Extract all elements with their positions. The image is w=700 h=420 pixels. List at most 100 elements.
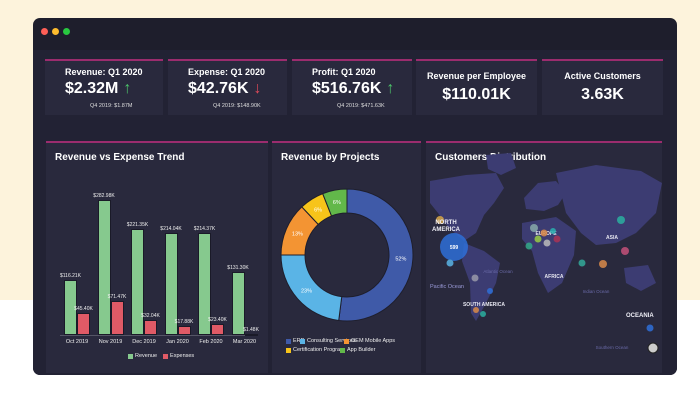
x-axis xyxy=(60,335,258,336)
slice-label: 6% xyxy=(333,200,341,206)
customers-map: Customers Distribution EUROPE ASIA AFRIC… xyxy=(426,141,662,373)
world-map[interactable]: EUROPE ASIA AFRICA SOUTH AMERICA Atlanti… xyxy=(426,143,662,375)
info-icon[interactable] xyxy=(647,342,659,354)
x-tick-label: Dec 2019 xyxy=(132,339,156,345)
legend-label: Expenses xyxy=(170,353,195,359)
revenue-expense-chart: Revenue vs Expense Trend $116.21K $45.40K… xyxy=(46,141,268,373)
trend-up-icon: ↑ xyxy=(123,80,132,97)
legend-item[interactable]: ERP xyxy=(286,338,304,344)
window-control-1[interactable] xyxy=(52,28,59,35)
kpi-title: Revenue per Employee xyxy=(426,71,527,81)
bar-expenses[interactable] xyxy=(77,313,90,335)
bubble-count: 599 xyxy=(450,245,459,251)
bar-expenses[interactable] xyxy=(110,300,124,335)
kpi-card: Profit: Q1 2020 $516.76K ↑ Q4 2019: $471.… xyxy=(292,59,412,115)
kpi-value: 3.63K xyxy=(581,86,624,103)
legend[interactable]: Revenue Expenses xyxy=(128,353,198,359)
data-label: $116.21K xyxy=(59,272,82,279)
kpi-title: Expense: Q1 2020 xyxy=(188,67,266,77)
kpi-card: Active Customers 3.63K xyxy=(542,59,663,115)
region-label: AFRICA xyxy=(545,274,564,280)
data-label: $131.30K xyxy=(227,265,249,272)
ocean-label: Southern Ocean xyxy=(596,345,629,350)
region-label: ASIA xyxy=(606,235,618,241)
data-label: $214.37K xyxy=(193,225,216,232)
slice-label: 52% xyxy=(395,256,406,262)
kpi-comparison: Q4 2019: $148.90K xyxy=(213,103,261,109)
x-tick-label: Oct 2019 xyxy=(65,339,89,345)
revenue-projects-chart: Revenue by Projects 52% 23% 13% 6% 6% ERP Con… xyxy=(272,141,421,373)
data-label: $17.88K xyxy=(174,319,194,326)
bar-revenue[interactable] xyxy=(164,232,178,335)
window-control-0[interactable] xyxy=(41,28,48,35)
slice-label: 13% xyxy=(292,232,303,238)
legend-swatch[interactable] xyxy=(286,338,291,344)
window-control-2[interactable] xyxy=(63,28,70,35)
bar-revenue[interactable] xyxy=(64,279,77,335)
ocean-label: Pacific Ocean xyxy=(430,284,464,290)
data-label: $214.04K xyxy=(160,225,182,232)
kpi-title: Revenue: Q1 2020 xyxy=(65,67,143,77)
region-label: NORTH AMERICA xyxy=(432,220,460,233)
legend-item[interactable]: OEM Mobile Apps xyxy=(344,338,395,344)
kpi-value: $110.01K xyxy=(442,86,511,103)
trend-down-icon: ↓ xyxy=(253,80,262,97)
data-label: $1.48K xyxy=(243,327,259,334)
bar-revenue[interactable] xyxy=(231,272,245,335)
legend-item[interactable]: Certification Program xyxy=(286,347,345,353)
kpi-value: $2.32M ↑ xyxy=(65,80,132,97)
bar-revenue[interactable] xyxy=(97,200,111,335)
x-tick-label: Jan 2020 xyxy=(166,339,189,345)
bar-revenue[interactable] xyxy=(131,229,144,335)
legend-label: App Builder xyxy=(347,347,376,353)
kpi-comparison: Q4 2019: $1.87M xyxy=(90,103,133,109)
dashboard: Revenue: Q1 2020 $2.32M ↑ Q4 2019: $1.87M… xyxy=(33,50,677,375)
data-label: $32.04K xyxy=(141,312,160,319)
data-label: $221.35K xyxy=(126,222,149,229)
region-label: SOUTH AMERICA xyxy=(463,302,505,308)
slice-label: 23% xyxy=(301,289,312,295)
legend-item[interactable]: App Builder xyxy=(340,347,375,353)
legend-swatch[interactable] xyxy=(340,347,345,353)
data-label: $282.98K xyxy=(93,193,115,199)
bar-revenue[interactable] xyxy=(198,232,211,335)
x-tick-label: Feb 2020 xyxy=(199,339,223,345)
bar-expenses[interactable] xyxy=(211,323,224,335)
ocean-label: Indian Ocean xyxy=(583,289,610,294)
legend-item[interactable]: Consulting Services xyxy=(300,338,356,344)
data-label: $23.40K xyxy=(208,316,227,323)
x-tick-label: Nov 2019 xyxy=(98,339,123,345)
legend-swatch[interactable] xyxy=(300,338,305,344)
legend-label: ERP xyxy=(293,338,305,344)
customer-bubbles[interactable] xyxy=(436,216,654,332)
bar-expenses[interactable] xyxy=(177,326,191,335)
legend-label: OEM Mobile Apps xyxy=(351,338,396,344)
kpi-value: $516.76K ↑ xyxy=(312,80,395,97)
bar-expenses[interactable] xyxy=(144,319,157,335)
ocean-label: Atlantic Ocean xyxy=(483,269,513,274)
legend-label: Consulting Services xyxy=(307,338,356,344)
slice-erp[interactable] xyxy=(338,188,414,322)
data-label: $45.40K xyxy=(74,306,93,313)
x-tick-label: Mar 2020 xyxy=(232,339,257,345)
legend-swatch[interactable] xyxy=(163,353,169,359)
legend-label: Revenue xyxy=(135,353,158,359)
slice-app-builder[interactable] xyxy=(322,188,348,217)
legend-swatch[interactable] xyxy=(286,347,291,353)
legend-swatch[interactable] xyxy=(344,338,349,344)
region-label: OCEANIA xyxy=(626,313,654,319)
data-label: $71.47K xyxy=(107,293,127,300)
kpi-card: Revenue per Employee $110.01K xyxy=(416,59,537,115)
kpi-value: $42.76K ↓ xyxy=(188,80,262,97)
chart-title: Revenue by Projects xyxy=(281,152,380,163)
kpi-title: Profit: Q1 2020 xyxy=(312,67,376,77)
kpi-card: Revenue: Q1 2020 $2.32M ↑ Q4 2019: $1.87M xyxy=(45,59,163,115)
slice-label: 6% xyxy=(314,207,322,213)
trend-up-icon: ↑ xyxy=(386,80,395,97)
kpi-title: Active Customers xyxy=(564,71,641,81)
chart-title: Revenue vs Expense Trend xyxy=(55,152,185,163)
legend-swatch[interactable] xyxy=(128,353,133,359)
legend-label: Certification Program xyxy=(293,347,345,353)
bar-expenses[interactable] xyxy=(244,334,258,337)
app-window: Revenue: Q1 2020 $2.32M ↑ Q4 2019: $1.87M… xyxy=(33,18,677,375)
